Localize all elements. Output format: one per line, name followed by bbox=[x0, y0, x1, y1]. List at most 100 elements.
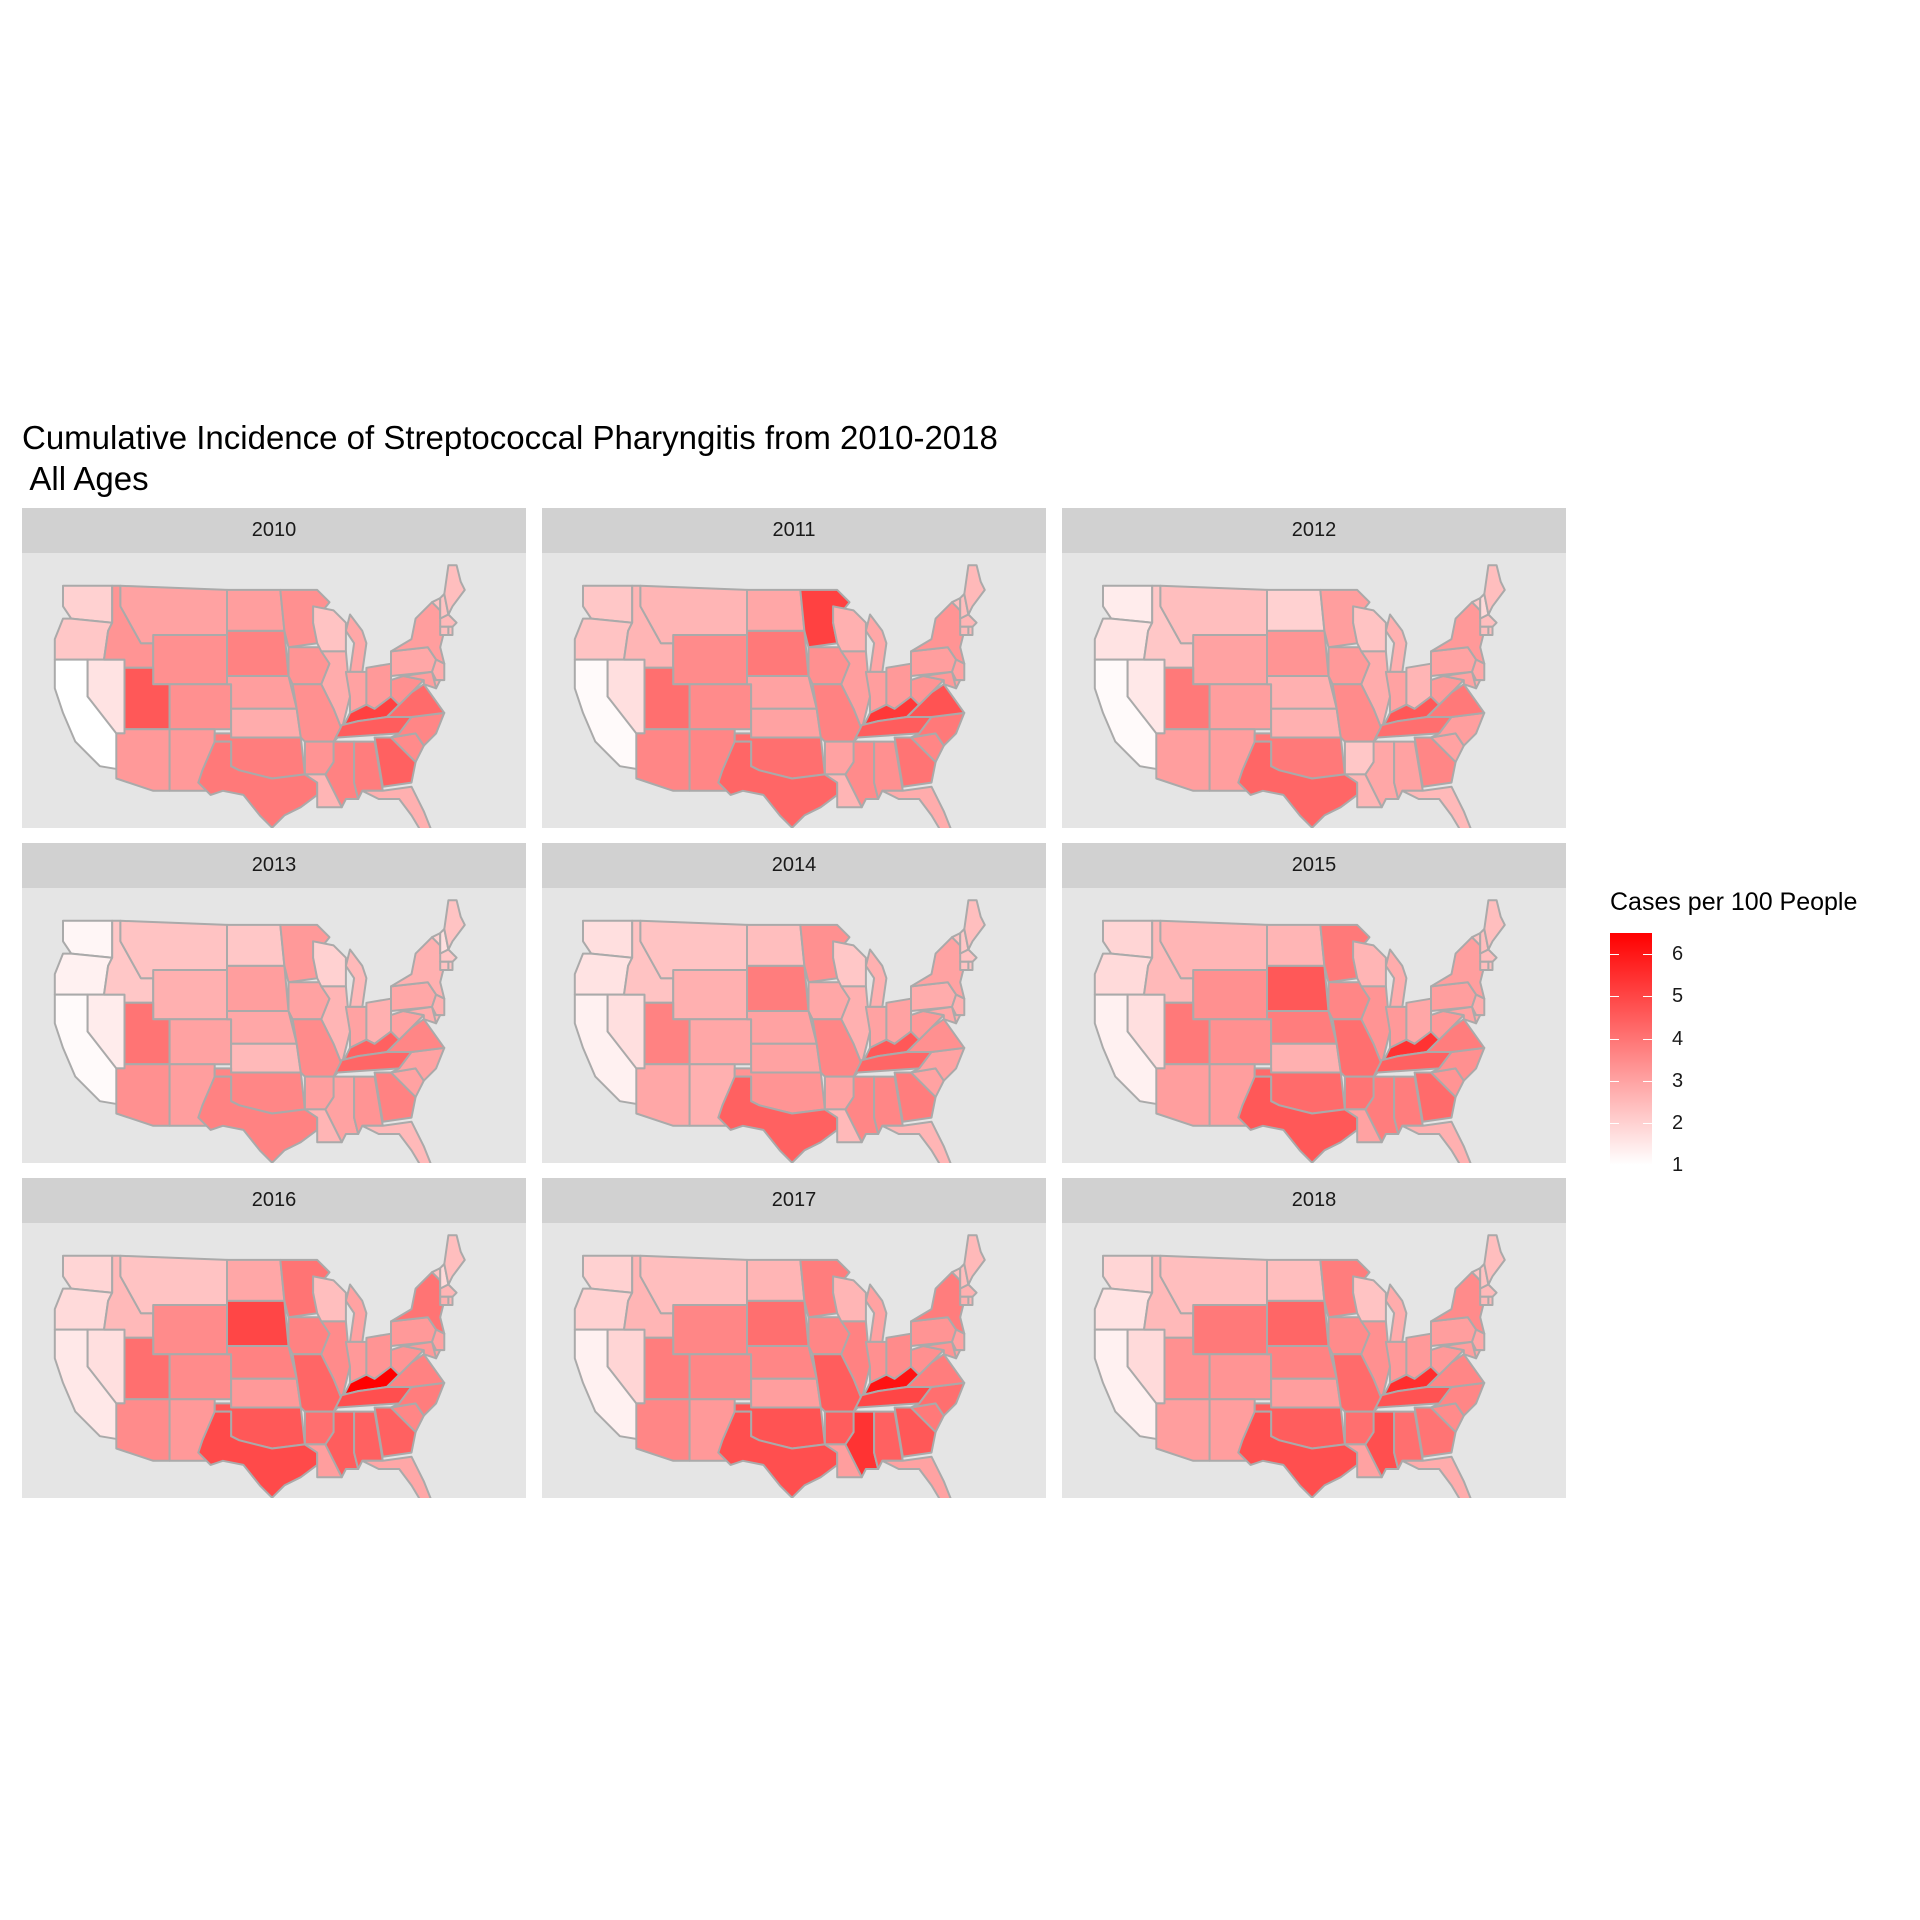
state-wa bbox=[1102, 919, 1154, 959]
facet-strip-label: 2015 bbox=[1062, 843, 1566, 888]
state-wa bbox=[582, 919, 634, 959]
state-wi bbox=[832, 940, 867, 988]
state-sd bbox=[1266, 1299, 1330, 1347]
state-ne bbox=[746, 1345, 818, 1380]
state-wa bbox=[62, 1254, 114, 1294]
state-ct bbox=[1479, 625, 1490, 636]
state-or bbox=[573, 1287, 634, 1331]
state-wa bbox=[62, 919, 114, 959]
state-ga bbox=[373, 1071, 417, 1123]
color-legend: Cases per 100 People 1 2 3 4 5 6 bbox=[1610, 888, 1910, 1188]
legend-tick: 1 bbox=[1610, 1154, 1683, 1176]
state-nd bbox=[226, 588, 286, 632]
legend-tick-label: 3 bbox=[1672, 1069, 1684, 1092]
state-nd bbox=[746, 923, 806, 967]
state-or bbox=[1093, 952, 1154, 996]
map-panel bbox=[22, 553, 526, 828]
state-ga bbox=[1413, 1071, 1457, 1123]
state-nd bbox=[1266, 588, 1326, 632]
state-wi bbox=[1352, 1275, 1387, 1323]
state-az bbox=[115, 1398, 171, 1462]
state-ks bbox=[1270, 1042, 1342, 1074]
state-ks bbox=[230, 1042, 302, 1074]
state-ma bbox=[1479, 948, 1498, 963]
map-panel bbox=[1062, 1223, 1566, 1498]
state-fl bbox=[361, 785, 432, 828]
state-md bbox=[1442, 1005, 1478, 1025]
state-tx bbox=[197, 740, 319, 828]
map-panel bbox=[22, 1223, 526, 1498]
state-il bbox=[320, 1320, 351, 1401]
state-fl bbox=[361, 1120, 432, 1163]
facet-panel-2017: 2017 bbox=[542, 1178, 1046, 1498]
legend-colorbar: 1 2 3 4 5 6 bbox=[1610, 933, 1683, 1176]
state-ne bbox=[1266, 675, 1338, 710]
state-co bbox=[688, 683, 753, 731]
facet-panel-2010: 2010 bbox=[22, 508, 526, 828]
legend-title: Cases per 100 People bbox=[1610, 888, 1858, 916]
state-nd bbox=[746, 1258, 806, 1302]
state-wi bbox=[312, 605, 347, 653]
state-wi bbox=[1352, 605, 1387, 653]
state-wi bbox=[312, 940, 347, 988]
state-ct bbox=[1479, 960, 1490, 971]
state-fl bbox=[361, 1455, 432, 1498]
state-il bbox=[320, 650, 351, 731]
state-ri bbox=[967, 625, 974, 636]
us-map-2018 bbox=[1093, 1234, 1506, 1498]
state-wi bbox=[312, 1275, 347, 1323]
state-wy bbox=[152, 634, 228, 686]
facet-strip-label: 2016 bbox=[22, 1178, 526, 1223]
state-md bbox=[402, 670, 438, 690]
us-map-2016 bbox=[53, 1234, 466, 1498]
state-az bbox=[635, 1063, 691, 1127]
state-me bbox=[963, 899, 986, 951]
state-az bbox=[635, 1398, 691, 1462]
legend-tick-label: 6 bbox=[1672, 943, 1684, 966]
state-tx bbox=[1237, 1075, 1359, 1163]
state-or bbox=[1093, 1287, 1154, 1331]
map-panel bbox=[542, 553, 1046, 828]
state-tx bbox=[1237, 1410, 1359, 1498]
us-map-2011 bbox=[573, 564, 986, 828]
state-az bbox=[115, 1063, 171, 1127]
state-ma bbox=[439, 948, 458, 963]
state-tx bbox=[717, 1075, 839, 1163]
state-az bbox=[1155, 728, 1211, 792]
state-co bbox=[168, 683, 233, 731]
state-mi bbox=[1384, 948, 1408, 1008]
state-ne bbox=[226, 1345, 298, 1380]
state-md bbox=[922, 670, 958, 690]
legend-tick: 4 bbox=[1610, 1028, 1683, 1050]
state-ri bbox=[1487, 1295, 1494, 1306]
state-co bbox=[168, 1018, 233, 1066]
state-wy bbox=[672, 969, 748, 1021]
state-ks bbox=[750, 1042, 822, 1074]
state-ri bbox=[1487, 625, 1494, 636]
state-fl bbox=[1401, 1455, 1472, 1498]
state-co bbox=[1208, 1018, 1273, 1066]
state-me bbox=[963, 1234, 986, 1286]
state-ne bbox=[226, 675, 298, 710]
state-fl bbox=[881, 1455, 952, 1498]
state-md bbox=[1442, 1340, 1478, 1360]
state-wy bbox=[672, 1304, 748, 1356]
legend-tick-label: 2 bbox=[1672, 1111, 1684, 1134]
state-ne bbox=[746, 1010, 818, 1045]
state-sd bbox=[226, 1299, 290, 1347]
legend-tick: 6 bbox=[1610, 943, 1683, 965]
state-co bbox=[688, 1018, 753, 1066]
state-il bbox=[1360, 1320, 1391, 1401]
state-mi bbox=[344, 948, 368, 1008]
state-mi bbox=[1384, 1283, 1408, 1343]
state-sd bbox=[226, 964, 290, 1012]
us-map-2017 bbox=[573, 1234, 986, 1498]
state-tx bbox=[197, 1075, 319, 1163]
facet-strip-label: 2012 bbox=[1062, 508, 1566, 553]
us-map-2010 bbox=[53, 564, 466, 828]
state-ga bbox=[893, 1406, 937, 1458]
state-wa bbox=[62, 584, 114, 624]
state-ga bbox=[893, 1071, 937, 1123]
state-co bbox=[1208, 1353, 1273, 1401]
state-fl bbox=[881, 785, 952, 828]
